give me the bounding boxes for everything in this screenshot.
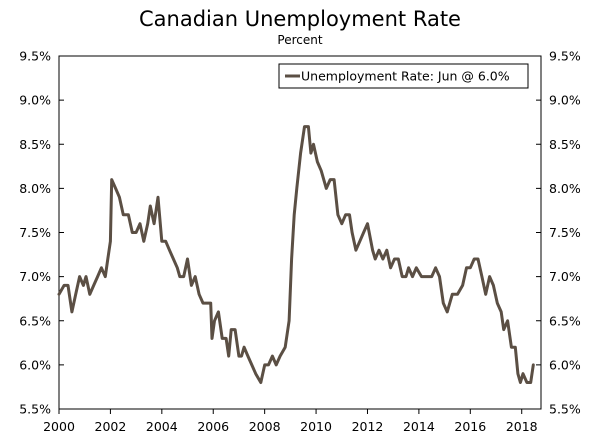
x-tick-label: 2014 [403, 419, 435, 434]
x-tick-label: 2006 [197, 419, 229, 434]
left-y-tick-label: 8.0% [19, 181, 51, 196]
chart-subtitle: Percent [277, 33, 322, 47]
right-y-tick-label: 9.0% [549, 93, 581, 108]
legend-box [278, 63, 529, 89]
right-y-tick-label: 7.5% [549, 225, 581, 240]
right-y-tick-label: 8.0% [549, 181, 581, 196]
x-tick-label: 2002 [95, 419, 127, 434]
legend: Unemployment Rate: Jun @ 6.0% [278, 63, 529, 89]
right-y-tick-label: 7.0% [549, 269, 581, 284]
left-y-tick-label: 7.5% [19, 225, 51, 240]
x-tick-label: 2016 [454, 419, 486, 434]
x-axis: 2000 2002 2004 2006 2008 2010 2012 2014 2016 2018 [43, 409, 538, 434]
x-tick-label: 2000 [43, 419, 75, 434]
right-y-axis: 5.5% 6.0% 6.5% 7.0% 7.5% 8.0% 8.5% 9.0% 9.5% [536, 49, 581, 417]
right-y-tick-label: 8.5% [549, 137, 581, 152]
x-tick-label: 2018 [506, 419, 538, 434]
left-y-tick-label: 9.5% [19, 49, 51, 64]
right-y-tick-label: 5.5% [549, 402, 581, 417]
chart-title: Canadian Unemployment Rate [139, 7, 461, 31]
legend-label: Unemployment Rate: Jun @ 6.0% [301, 69, 510, 84]
x-tick-label: 2010 [300, 419, 332, 434]
left-y-tick-label: 7.0% [19, 269, 51, 284]
left-y-tick-label: 8.5% [19, 137, 51, 152]
x-tick-label: 2012 [352, 419, 384, 434]
x-tick-label: 2004 [146, 419, 178, 434]
series-line-unemployment-rate [57, 125, 535, 384]
x-tick-label: 2008 [249, 419, 281, 434]
left-y-tick-label: 6.0% [19, 357, 51, 372]
right-y-tick-label: 9.5% [549, 49, 581, 64]
left-y-tick-label: 5.5% [19, 402, 51, 417]
left-y-axis: 5.5% 6.0% 6.5% 7.0% 7.5% 8.0% 8.5% 9.0% 9.5% [19, 49, 64, 417]
right-y-tick-label: 6.0% [549, 357, 581, 372]
right-y-tick-label: 6.5% [549, 313, 581, 328]
left-y-tick-label: 6.5% [19, 313, 51, 328]
left-y-tick-label: 9.0% [19, 93, 51, 108]
